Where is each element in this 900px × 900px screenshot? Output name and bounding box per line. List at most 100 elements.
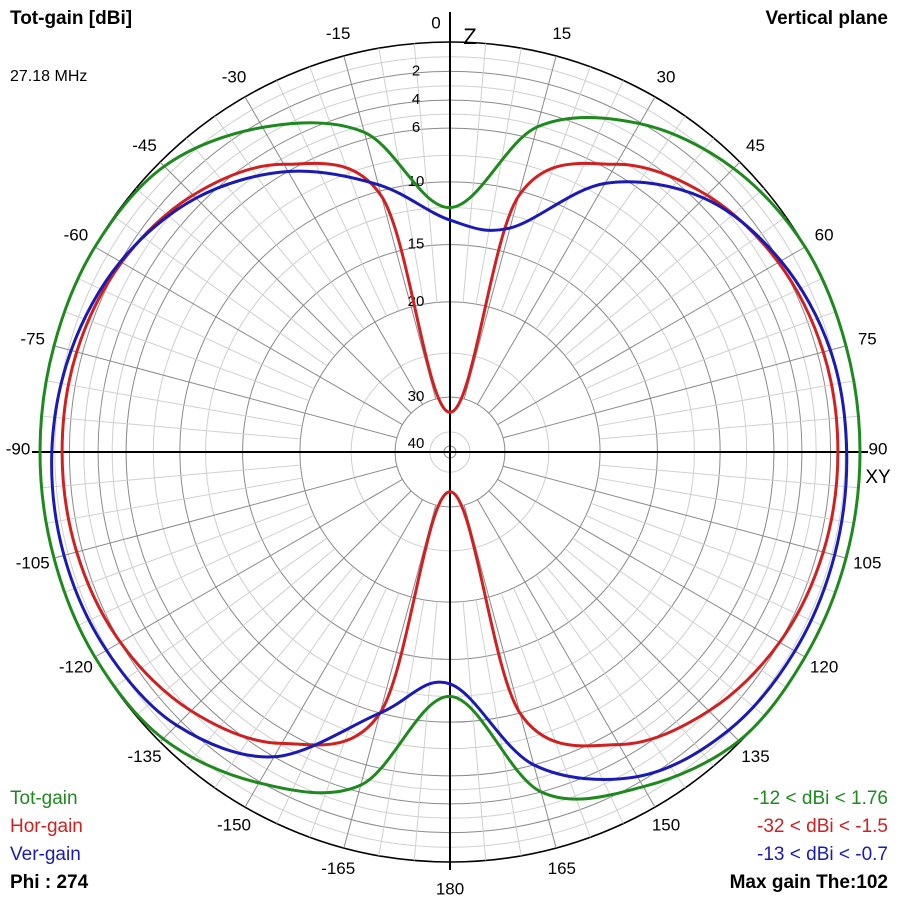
angle-tick-label: 75 xyxy=(858,330,877,349)
legend-ver-gain: Ver-gain xyxy=(10,844,81,865)
angle-tick-label: 135 xyxy=(741,747,769,766)
angle-tick-label: 120 xyxy=(810,657,838,676)
grid-spoke-minor xyxy=(546,566,714,767)
grid-spoke-minor xyxy=(41,464,301,489)
legend-tot-gain: Tot-gain xyxy=(10,788,78,809)
grid-spoke-minor xyxy=(564,548,765,716)
angle-tick-label: -75 xyxy=(20,330,45,349)
grid-spoke-minor xyxy=(599,415,859,440)
grid-spoke-minor xyxy=(500,592,591,838)
grid-spoke-minor xyxy=(585,278,822,390)
grid-spoke xyxy=(477,499,656,808)
radial-tick-label: 2 xyxy=(412,62,420,79)
legend-hor-gain: Hor-gain xyxy=(10,816,83,837)
grid-spoke xyxy=(343,55,437,400)
grid-spoke-minor xyxy=(276,587,388,824)
grid-spoke xyxy=(244,96,423,405)
grid-spoke-minor xyxy=(585,514,822,626)
ver-gain-line xyxy=(50,169,849,781)
plane-title: Vertical plane xyxy=(765,8,888,29)
angle-tick-label: -45 xyxy=(132,136,157,155)
angle-tick-label: -90 xyxy=(6,439,31,458)
grid-spoke-minor xyxy=(78,514,315,626)
angle-tick-label: -15 xyxy=(326,24,351,43)
angle-tick-label: 30 xyxy=(657,67,676,86)
grid-spoke-minor xyxy=(462,601,487,861)
angle-tick-label: 150 xyxy=(652,816,680,835)
grid-spoke-minor xyxy=(590,502,836,593)
grid-spoke-minor xyxy=(462,43,487,303)
angle-tick-label: 60 xyxy=(815,225,834,244)
grid-spoke-minor xyxy=(276,80,388,317)
grid-spoke xyxy=(488,161,741,414)
angle-tick-label: 165 xyxy=(548,859,576,878)
angle-tick-label: 180 xyxy=(436,879,464,898)
grid-spoke-minor xyxy=(113,537,328,688)
grid-spoke-minor xyxy=(546,137,714,338)
grid-spoke-minor xyxy=(78,278,315,390)
grid-spoke xyxy=(502,465,847,559)
grid-spoke-minor xyxy=(597,380,854,427)
angle-tick-label: -165 xyxy=(321,859,355,878)
phi-label: Phi : 274 xyxy=(10,872,89,893)
grid-spoke xyxy=(497,246,806,425)
grid-spoke-minor xyxy=(309,592,400,838)
radial-tick-label: 30 xyxy=(408,388,425,405)
grid-spoke-minor xyxy=(500,66,591,312)
grid-spoke-minor xyxy=(378,48,425,305)
xy-axis-label: XY xyxy=(865,467,891,488)
grid-spoke-minor xyxy=(512,587,624,824)
tot-gain-line xyxy=(38,116,862,801)
angle-tick-label: -150 xyxy=(217,816,251,835)
grid-spoke-minor xyxy=(64,311,310,402)
grid-spoke-minor xyxy=(413,43,438,303)
grid-spoke xyxy=(159,161,412,414)
angle-tick-label: -135 xyxy=(128,747,162,766)
grid-spoke-minor xyxy=(214,574,365,789)
angle-tick-label: 0 xyxy=(431,13,440,32)
grid-spoke-minor xyxy=(535,115,686,330)
grid-spoke-minor xyxy=(135,548,336,716)
grid-spoke-minor xyxy=(535,574,686,789)
grid-spoke-minor xyxy=(186,137,354,338)
grid-spoke-minor xyxy=(413,601,438,861)
grid-spoke xyxy=(94,246,403,425)
radial-tick-label: 15 xyxy=(408,236,425,253)
angle-tick-label: -105 xyxy=(16,553,50,572)
grid-spoke xyxy=(53,465,398,559)
range-hor-gain: -32 < dBi < -1.5 xyxy=(757,816,888,837)
angle-tick-label: -30 xyxy=(222,67,247,86)
grid-spoke xyxy=(53,345,398,439)
grid-spoke-minor xyxy=(599,464,859,489)
grid-spoke xyxy=(94,479,403,658)
grid-spoke-minor xyxy=(475,599,522,856)
frequency-label: 27.18 MHz xyxy=(10,68,88,85)
grid-spoke xyxy=(488,490,741,743)
grid-spoke-minor xyxy=(214,115,365,330)
grid-spoke-minor xyxy=(572,537,787,688)
grid-spoke-minor xyxy=(378,599,425,856)
range-ver-gain: -13 < dBi < -0.7 xyxy=(757,844,888,865)
grid-spoke-minor xyxy=(113,216,328,367)
grid-spoke xyxy=(502,345,847,439)
angle-tick-label: 90 xyxy=(869,439,888,458)
chart-title: Tot-gain [dBi] xyxy=(10,8,133,29)
grid-spoke-minor xyxy=(46,477,303,524)
range-tot-gain: -12 < dBi < 1.76 xyxy=(752,788,888,809)
grid-spoke xyxy=(343,504,437,849)
radial-tick-label: 40 xyxy=(408,435,425,452)
grid-spoke-minor xyxy=(64,502,310,593)
angle-tick-label: 105 xyxy=(853,553,881,572)
grid-spoke xyxy=(477,96,656,405)
grid-spoke xyxy=(159,490,412,743)
grid-spoke-minor xyxy=(590,311,836,402)
grid-spoke-minor xyxy=(46,380,303,427)
max-gain-label: Max gain The:102 xyxy=(729,872,888,893)
grid-spoke-minor xyxy=(41,415,301,440)
radial-tick-label: 4 xyxy=(412,91,420,108)
angle-tick-label: -60 xyxy=(64,225,89,244)
grid-spoke-minor xyxy=(475,48,522,305)
radial-tick-label: 6 xyxy=(412,119,420,136)
grid-spoke-minor xyxy=(564,188,765,356)
radial-tick-label: 10 xyxy=(408,173,425,190)
